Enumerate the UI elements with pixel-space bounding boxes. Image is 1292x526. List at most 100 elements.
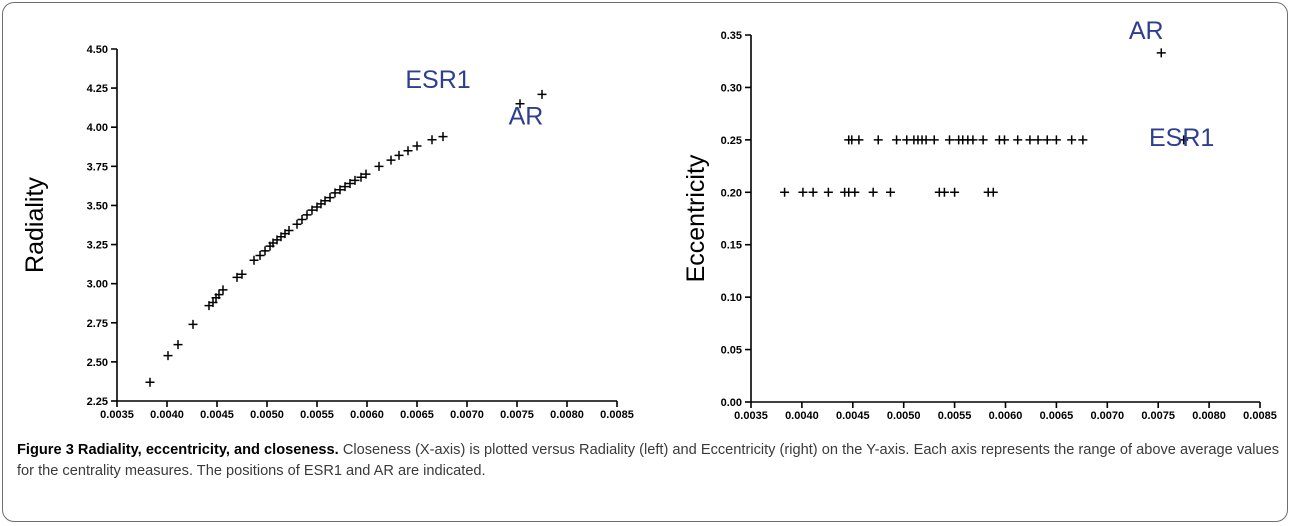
data-point <box>320 196 330 206</box>
data-point <box>188 319 198 329</box>
caption-label: Figure 3 <box>17 442 74 458</box>
data-point <box>798 187 808 197</box>
data-point <box>999 135 1009 145</box>
eccentricity-closeness-chart: 0.00 0.05 0.10 0.15 0.20 0.25 0.30 0.35 0.0035 0.… <box>682 17 1277 433</box>
data-point <box>232 272 242 282</box>
data-point <box>249 255 259 265</box>
y-tick-label: 3.75 <box>87 161 108 173</box>
x-tick-label: 0.0050 <box>250 409 284 421</box>
y-tick-label: 3.25 <box>87 240 108 252</box>
data-point <box>1078 135 1088 145</box>
data-point <box>1156 48 1166 58</box>
x-tick-label: 0.0035 <box>100 409 134 421</box>
data-point <box>218 285 228 295</box>
data-point <box>780 187 790 197</box>
point-label-esr1: ESR1 <box>1149 124 1214 152</box>
figure-caption: Figure 3 Radiality, eccentricity, and cl… <box>17 440 1279 482</box>
data-point <box>1025 135 1035 145</box>
data-point <box>850 187 860 197</box>
data-point <box>307 205 317 215</box>
x-tick-label: 0.0060 <box>350 409 384 421</box>
data-point <box>808 187 818 197</box>
data-point <box>1013 135 1023 145</box>
x-tick-label: 0.0050 <box>887 410 921 422</box>
data-point <box>292 219 302 229</box>
data-point <box>374 161 384 171</box>
x-tick-label: 0.0045 <box>200 409 234 421</box>
x-tick-label: 0.0070 <box>1090 410 1124 422</box>
data-point <box>214 290 224 300</box>
caption-body: Closeness (X-axis) is plotted versus Rad… <box>17 442 1280 479</box>
y-tick-label: 4.50 <box>87 44 108 56</box>
x-tick-label: 0.0070 <box>450 409 484 421</box>
x-tick-label: 0.0080 <box>550 409 584 421</box>
y-axis-title: Radiality <box>21 177 49 273</box>
y-tick-label: 4.25 <box>87 83 108 95</box>
y-tick-label: 4.00 <box>87 122 108 134</box>
y-tick-label: 0.05 <box>721 345 742 357</box>
data-point <box>968 135 978 145</box>
caption-title: Radiality, eccentricity, and closeness. <box>77 442 339 458</box>
data-point <box>427 135 437 145</box>
y-axis-title: Eccentricity <box>682 154 710 282</box>
data-point <box>237 269 247 279</box>
radiality-closeness-chart: 2.25 2.50 2.75 3.00 3.25 3.50 3.75 4.00 4.25 4.50… <box>21 44 634 433</box>
data-point <box>892 135 902 145</box>
y-tick-label: 2.75 <box>87 318 108 330</box>
data-point <box>145 377 155 387</box>
x-tick-label: 0.0040 <box>785 410 819 422</box>
data-point <box>403 146 413 156</box>
data-point <box>1067 135 1077 145</box>
point-label-ar: AR <box>509 102 544 130</box>
x-tick-label: 0.0080 <box>1192 410 1226 422</box>
x-tick-label: 0.0085 <box>1243 410 1277 422</box>
data-point <box>1033 135 1043 145</box>
x-tick-label: 0.0045 <box>836 410 870 422</box>
y-tick-label: 0.10 <box>721 292 742 304</box>
data-point <box>302 210 312 220</box>
x-tick-label: 0.0065 <box>400 409 434 421</box>
data-point <box>438 132 448 142</box>
y-tick-label: 3.00 <box>87 279 108 291</box>
data-point <box>340 182 350 192</box>
data-point <box>939 187 949 197</box>
data-point <box>921 135 931 145</box>
x-tick-label: 0.0040 <box>150 409 184 421</box>
y-tick-label: 0.35 <box>721 30 742 42</box>
data-point <box>335 185 345 195</box>
x-axis-title: Closeness <box>309 429 426 433</box>
data-point <box>978 135 988 145</box>
data-point <box>350 175 360 185</box>
data-point <box>356 172 366 182</box>
y-tick-label: 2.50 <box>87 357 108 369</box>
data-point <box>361 169 371 179</box>
data-point <box>386 155 396 165</box>
x-tick-label: 0.0055 <box>938 410 972 422</box>
point-label-esr1: ESR1 <box>405 66 470 94</box>
data-point <box>823 187 833 197</box>
data-point <box>854 135 864 145</box>
data-point <box>1042 135 1052 145</box>
x-tick-label: 0.0085 <box>600 409 634 421</box>
data-point <box>1051 135 1061 145</box>
data-point <box>929 135 939 145</box>
data-point <box>988 187 998 197</box>
y-tick-label: 0.25 <box>721 135 742 147</box>
x-tick-label: 0.0075 <box>1141 410 1175 422</box>
y-tick-label: 0.20 <box>721 187 742 199</box>
x-axis-title: Closeness <box>947 430 1064 433</box>
data-point <box>345 179 355 189</box>
data-point <box>284 225 294 235</box>
data-point <box>537 89 547 99</box>
y-tick-label: 0.15 <box>721 240 742 252</box>
data-point <box>873 135 883 145</box>
y-tick-label: 3.50 <box>87 200 108 212</box>
point-label-ar: AR <box>1129 17 1164 45</box>
data-point <box>1179 135 1189 145</box>
x-tick-label: 0.0065 <box>1040 410 1074 422</box>
y-tick-label: 2.25 <box>87 396 108 408</box>
x-tick-label: 0.0060 <box>989 410 1023 422</box>
data-point <box>412 141 422 151</box>
data-point <box>950 187 960 197</box>
